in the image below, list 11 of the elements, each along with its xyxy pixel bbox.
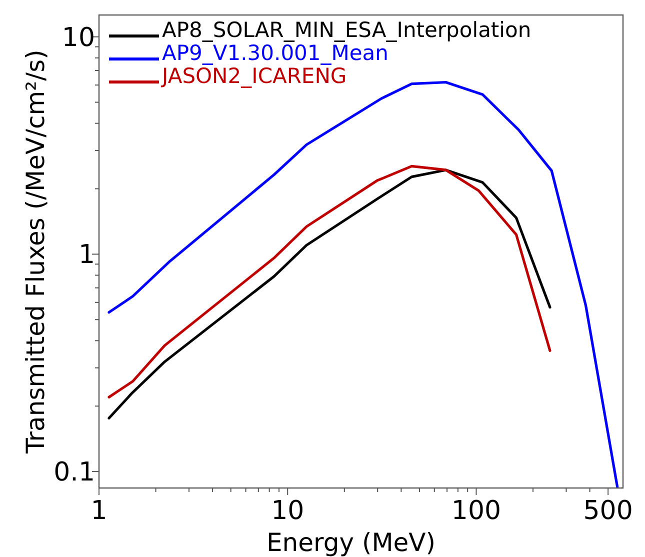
x-tick-label: 10 — [271, 496, 304, 526]
x-tick-label: 500 — [583, 496, 633, 526]
y-tick-label: 0.1 — [54, 458, 95, 488]
legend-label: AP8_SOLAR_MIN_ESA_Interpolation — [162, 18, 532, 42]
y-axis-title: Transmitted Fluxes (/MeV/cm²/s) — [21, 50, 50, 454]
legend-label: JASON2_ICARENG — [160, 64, 347, 88]
x-axis-title: Energy (MeV) — [266, 528, 436, 557]
y-tick-label: 10 — [62, 22, 95, 53]
legend-label: AP9_V1.30.001_Mean — [162, 41, 388, 65]
y-tick-label: 1 — [78, 240, 95, 270]
x-tick-label: 100 — [451, 496, 502, 526]
